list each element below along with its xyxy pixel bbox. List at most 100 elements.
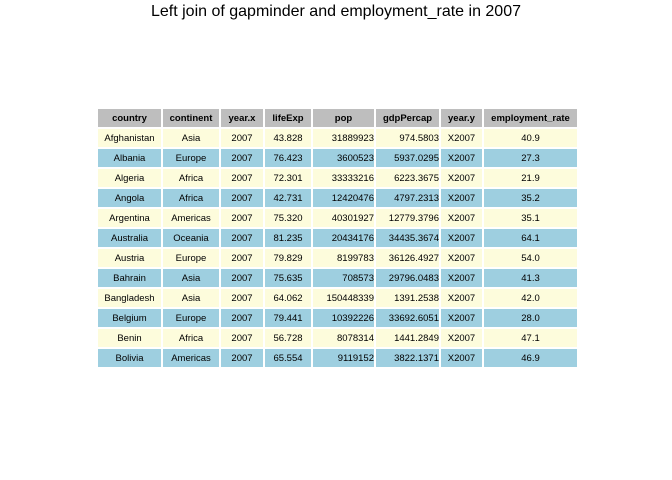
table-row: Angola Africa 2007 42.731 12420476 4797.… xyxy=(96,187,579,209)
header-country: country xyxy=(96,107,163,129)
cell-gdppercap: 6223.3675 xyxy=(374,167,441,189)
table-row: Albania Europe 2007 76.423 3600523 5937.… xyxy=(96,147,579,169)
cell-employment-rate: 27.3 xyxy=(482,147,579,169)
table-row: Algeria Africa 2007 72.301 33333216 6223… xyxy=(96,167,579,189)
cell-continent: Americas xyxy=(161,207,221,229)
cell-pop: 31889923 xyxy=(311,127,376,149)
cell-year-y: X2007 xyxy=(439,287,484,309)
cell-year-x: 2007 xyxy=(219,307,265,329)
cell-gdppercap: 4797.2313 xyxy=(374,187,441,209)
cell-country: Belgium xyxy=(96,307,163,329)
cell-year-x: 2007 xyxy=(219,247,265,269)
cell-employment-rate: 35.2 xyxy=(482,187,579,209)
table-title: Left join of gapminder and employment_ra… xyxy=(150,3,521,20)
cell-pop: 40301927 xyxy=(311,207,376,229)
table-row: Argentina Americas 2007 75.320 40301927 … xyxy=(96,207,579,229)
cell-employment-rate: 47.1 xyxy=(482,327,579,349)
cell-lifeexp: 65.554 xyxy=(263,347,313,369)
cell-year-y: X2007 xyxy=(439,227,484,249)
table-row: Belgium Europe 2007 79.441 10392226 3369… xyxy=(96,307,579,329)
cell-continent: Americas xyxy=(161,347,221,369)
cell-country: Albania xyxy=(96,147,163,169)
cell-gdppercap: 34435.3674 xyxy=(374,227,441,249)
cell-country: Bangladesh xyxy=(96,287,163,309)
cell-year-x: 2007 xyxy=(219,347,265,369)
cell-pop: 10392226 xyxy=(311,307,376,329)
cell-country: Argentina xyxy=(96,207,163,229)
cell-employment-rate: 28.0 xyxy=(482,307,579,329)
table-row: Afghanistan Asia 2007 43.828 31889923 97… xyxy=(96,127,579,149)
cell-gdppercap: 12779.3796 xyxy=(374,207,441,229)
cell-continent: Asia xyxy=(161,287,221,309)
cell-continent: Africa xyxy=(161,167,221,189)
cell-year-x: 2007 xyxy=(219,147,265,169)
cell-employment-rate: 54.0 xyxy=(482,247,579,269)
cell-pop: 8078314 xyxy=(311,327,376,349)
cell-year-y: X2007 xyxy=(439,167,484,189)
cell-year-x: 2007 xyxy=(219,207,265,229)
cell-lifeexp: 76.423 xyxy=(263,147,313,169)
cell-employment-rate: 21.9 xyxy=(482,167,579,189)
cell-employment-rate: 40.9 xyxy=(482,127,579,149)
cell-employment-rate: 64.1 xyxy=(482,227,579,249)
cell-employment-rate: 46.9 xyxy=(482,347,579,369)
cell-year-y: X2007 xyxy=(439,247,484,269)
cell-year-y: X2007 xyxy=(439,327,484,349)
cell-lifeexp: 79.441 xyxy=(263,307,313,329)
cell-continent: Africa xyxy=(161,327,221,349)
cell-lifeexp: 81.235 xyxy=(263,227,313,249)
cell-gdppercap: 1391.2538 xyxy=(374,287,441,309)
cell-lifeexp: 56.728 xyxy=(263,327,313,349)
cell-continent: Europe xyxy=(161,247,221,269)
header-employment-rate: employment_rate xyxy=(482,107,579,129)
cell-continent: Asia xyxy=(161,267,221,289)
cell-lifeexp: 42.731 xyxy=(263,187,313,209)
cell-gdppercap: 974.5803 xyxy=(374,127,441,149)
cell-year-y: X2007 xyxy=(439,207,484,229)
cell-employment-rate: 42.0 xyxy=(482,287,579,309)
cell-year-y: X2007 xyxy=(439,187,484,209)
cell-continent: Africa xyxy=(161,187,221,209)
cell-employment-rate: 35.1 xyxy=(482,207,579,229)
cell-year-x: 2007 xyxy=(219,287,265,309)
cell-year-y: X2007 xyxy=(439,127,484,149)
cell-lifeexp: 75.320 xyxy=(263,207,313,229)
cell-country: Australia xyxy=(96,227,163,249)
cell-pop: 20434176 xyxy=(311,227,376,249)
cell-lifeexp: 72.301 xyxy=(263,167,313,189)
data-table: country continent year.x lifeExp pop gdp… xyxy=(96,107,579,369)
cell-year-x: 2007 xyxy=(219,167,265,189)
cell-gdppercap: 1441.2849 xyxy=(374,327,441,349)
cell-country: Angola xyxy=(96,187,163,209)
cell-country: Bolivia xyxy=(96,347,163,369)
header-year-x: year.x xyxy=(219,107,265,129)
header-lifeexp: lifeExp xyxy=(263,107,313,129)
cell-pop: 8199783 xyxy=(311,247,376,269)
cell-continent: Oceania xyxy=(161,227,221,249)
cell-year-x: 2007 xyxy=(219,187,265,209)
cell-year-x: 2007 xyxy=(219,227,265,249)
cell-lifeexp: 64.062 xyxy=(263,287,313,309)
cell-pop: 12420476 xyxy=(311,187,376,209)
cell-continent: Asia xyxy=(161,127,221,149)
cell-year-x: 2007 xyxy=(219,327,265,349)
cell-year-x: 2007 xyxy=(219,267,265,289)
cell-country: Algeria xyxy=(96,167,163,189)
cell-pop: 708573 xyxy=(311,267,376,289)
cell-year-y: X2007 xyxy=(439,307,484,329)
header-pop: pop xyxy=(311,107,376,129)
cell-country: Afghanistan xyxy=(96,127,163,149)
cell-country: Bahrain xyxy=(96,267,163,289)
cell-pop: 9119152 xyxy=(311,347,376,369)
cell-continent: Europe xyxy=(161,307,221,329)
cell-year-y: X2007 xyxy=(439,267,484,289)
table-row: Bolivia Americas 2007 65.554 9119152 382… xyxy=(96,347,579,369)
cell-country: Benin xyxy=(96,327,163,349)
cell-continent: Europe xyxy=(161,147,221,169)
table-row: Benin Africa 2007 56.728 8078314 1441.28… xyxy=(96,327,579,349)
cell-employment-rate: 41.3 xyxy=(482,267,579,289)
cell-lifeexp: 43.828 xyxy=(263,127,313,149)
header-gdppercap: gdpPercap xyxy=(374,107,441,129)
header-continent: continent xyxy=(161,107,221,129)
cell-gdppercap: 3822.1371 xyxy=(374,347,441,369)
